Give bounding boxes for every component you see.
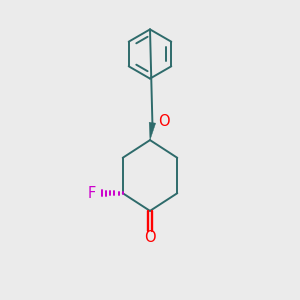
Text: O: O — [144, 230, 156, 245]
Text: O: O — [158, 114, 170, 129]
Text: F: F — [88, 186, 96, 201]
Polygon shape — [149, 122, 156, 140]
